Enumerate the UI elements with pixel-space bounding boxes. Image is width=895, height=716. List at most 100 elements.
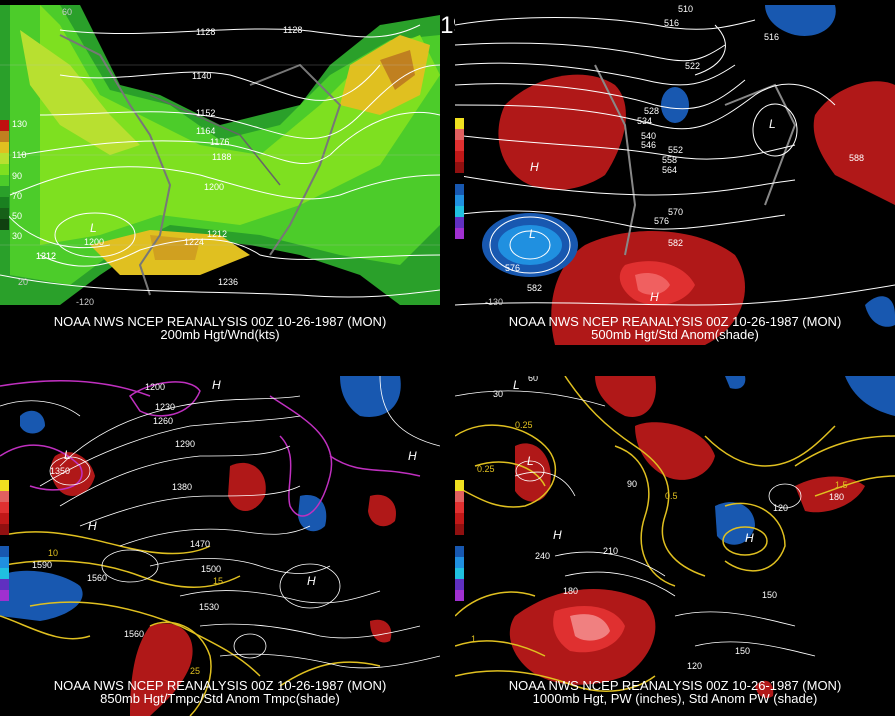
contour-label: 1212	[36, 251, 57, 261]
high-marker: H	[408, 449, 417, 463]
high-marker: H	[530, 160, 539, 174]
contour-label: 1224	[184, 237, 205, 247]
contour-label: 1200	[204, 182, 225, 192]
legend-200mb	[0, 120, 14, 230]
contour-label: 558	[662, 155, 678, 165]
contour-label: 30	[493, 389, 504, 399]
panel-850mb: 1230 1260 1290 1350 1380 1470 1500 1530 …	[0, 376, 440, 716]
contour-label: 1530	[199, 602, 220, 612]
contour-label: 1350	[50, 466, 71, 476]
contour-label: 588	[849, 153, 865, 163]
low-marker: L	[90, 221, 97, 235]
contour-label: 150	[735, 646, 751, 656]
legend-label: 110	[12, 150, 27, 160]
contour-label: 90	[627, 479, 638, 489]
contour-label: 1560	[124, 629, 145, 639]
contour-label: 1128	[196, 27, 216, 37]
high-marker: H	[745, 531, 754, 545]
contour-label: 1152	[196, 108, 216, 118]
panel-500mb: 510 516 516 522 528 534 540 546 552 558 …	[455, 5, 895, 345]
contour-label: 576	[505, 263, 521, 273]
contour-label: 150	[762, 590, 778, 600]
contour-label: 540	[641, 131, 657, 141]
lon-label: -130	[485, 297, 504, 307]
contour-label: 570	[668, 207, 684, 217]
contour-label: 516	[664, 18, 680, 28]
high-marker: H	[650, 290, 659, 304]
contour-label: 1212	[36, 251, 57, 261]
contour-label: 1128	[283, 25, 303, 35]
contour-label: 546	[641, 140, 657, 150]
caption-field: 1000mb Hgt, PW (inches), Std Anom PW (sh…	[532, 691, 818, 706]
contour-label: 120	[687, 661, 703, 671]
contour-label: 60	[528, 376, 539, 383]
low-marker: L	[529, 227, 536, 241]
caption-field: 500mb Hgt/Std Anom(shade)	[591, 327, 759, 342]
legend-label: 30	[12, 231, 23, 241]
contour-label: 1212	[207, 229, 228, 239]
panel-1000mb: 60 30 0.25 0.25 0.5 90 120 150 180 210 2…	[455, 376, 895, 716]
legend-500mb	[455, 118, 469, 239]
caption-title: NOAA NWS NCEP REANALYSIS 00Z 10-26-1987 …	[508, 314, 842, 329]
pw-label: 0.25	[477, 464, 495, 474]
contour-label: 1380	[172, 482, 193, 492]
contour-label: 582	[668, 238, 684, 248]
contour-label: 510	[678, 5, 694, 14]
contour-label: 582	[527, 283, 543, 293]
contour-label: 1470	[190, 539, 211, 549]
contour-label: 1188	[212, 152, 232, 162]
low-marker: L	[769, 117, 776, 131]
contour-label: 240	[535, 551, 551, 561]
legend-850mb	[0, 480, 14, 601]
temp-label: 15	[213, 576, 224, 586]
high-marker: H	[212, 378, 221, 392]
contour-label: 1176	[210, 137, 230, 147]
map-200mb	[0, 5, 440, 345]
contour-label: 1290	[175, 439, 196, 449]
contour-label: 120	[773, 503, 789, 513]
map-500mb	[455, 5, 895, 345]
contour-label: 576	[654, 216, 670, 226]
contour-label: 564	[662, 165, 678, 175]
contour-label: 1200	[84, 237, 105, 247]
contour-label: 210	[603, 546, 619, 556]
caption-field: 850mb Hgt/Tmpc/Std Anom Tmpc(shade)	[100, 691, 340, 706]
contour-label: 534	[637, 116, 653, 126]
contour-label: 180	[563, 586, 579, 596]
pw-label: 0.25	[515, 420, 533, 430]
contour-label: 1560	[87, 573, 108, 583]
low-marker: L	[527, 454, 534, 468]
pw-label: 0.5	[665, 491, 678, 501]
lat-label: 60	[62, 7, 73, 17]
pw-label: 1	[471, 634, 477, 644]
contour-label: 180	[829, 492, 845, 502]
contour-label: 1260	[153, 416, 174, 426]
temp-label: 25	[190, 666, 201, 676]
contour-label: 516	[764, 32, 780, 42]
map-850mb	[0, 376, 440, 716]
contour-label: 1230	[155, 402, 176, 412]
lon-label: -120	[76, 297, 95, 307]
caption-title: NOAA NWS NCEP REANALYSIS 00Z 10-26-1987 …	[53, 314, 387, 329]
contour-label: 1140	[192, 71, 212, 81]
lat-label: 20	[18, 277, 29, 287]
legend-label: 70	[12, 191, 23, 201]
caption-title: NOAA NWS NCEP REANALYSIS 00Z 10-26-1987 …	[508, 678, 842, 693]
panel-200mb: 130 110 90 70 50 30 1128 1128 1140 1152 …	[0, 5, 440, 345]
contour-label: 1200	[145, 382, 166, 392]
high-marker: H	[307, 574, 316, 588]
contour-label: 1164	[196, 126, 216, 136]
contour-label: 528	[644, 106, 660, 116]
contour-label: 552	[668, 145, 684, 155]
low-marker: L	[64, 448, 71, 462]
contour-label: 522	[685, 61, 701, 71]
legend-1000mb	[455, 480, 469, 601]
contour-label: 1500	[201, 564, 222, 574]
caption-title: NOAA NWS NCEP REANALYSIS 00Z 10-26-1987 …	[53, 678, 387, 693]
contour-label: 1236	[218, 277, 239, 287]
legend-label: 50	[12, 211, 23, 221]
caption-field: 200mb Hgt/Wnd(kts)	[160, 327, 280, 342]
high-marker: H	[553, 528, 562, 542]
low-marker: L	[513, 378, 520, 392]
high-marker: H	[88, 519, 97, 533]
